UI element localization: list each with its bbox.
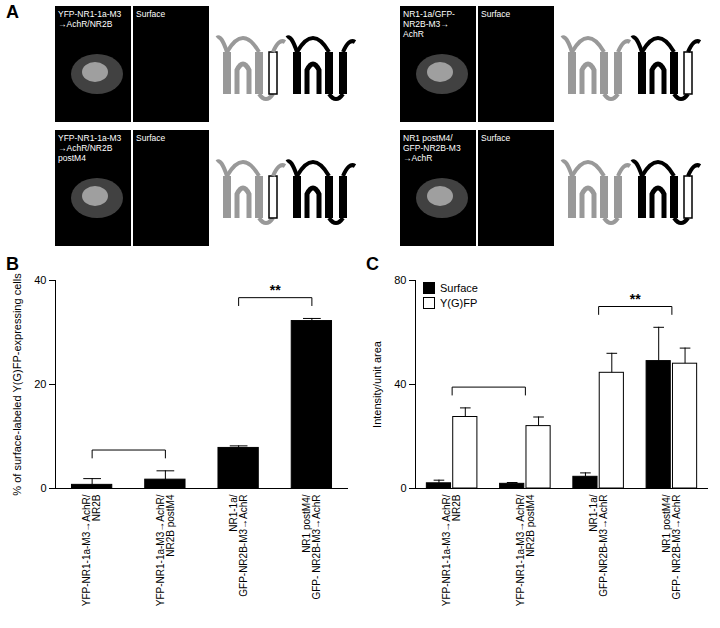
svg-text:Surface: Surface [136, 133, 166, 143]
svg-text:40: 40 [34, 274, 46, 286]
svg-text:80: 80 [394, 274, 406, 286]
html-text:B: B [6, 254, 19, 274]
html-text:A: A [6, 2, 19, 22]
svg-text:YFP-NR1-1a-M3→AchR/NR2B: YFP-NR1-1a-M3→AchR/NR2B [58, 9, 122, 29]
svg-text:0: 0 [40, 482, 46, 494]
svg-text:YFP-NR1-1a-M3→AchR/NR2B postM4: YFP-NR1-1a-M3→AchR/NR2B postM4 [515, 494, 536, 606]
svg-text:YFP-NR1-1a-M3→AchR/NR2B: YFP-NR1-1a-M3→AchR/NR2B [441, 494, 462, 606]
svg-text:40: 40 [394, 378, 406, 390]
svg-text:**: ** [630, 291, 641, 307]
svg-text:Surface: Surface [481, 9, 511, 19]
svg-text:Surface: Surface [481, 133, 511, 143]
html-text:C: C [366, 254, 379, 274]
svg-text:YFP-NR1-1a-M3→AchR/NR2B: YFP-NR1-1a-M3→AchR/NR2B [81, 494, 102, 606]
html-text:Surface: Surface [440, 282, 478, 294]
svg-text:YFP-NR1-1a-M3→AchR/NR2BpostM4: YFP-NR1-1a-M3→AchR/NR2BpostM4 [58, 133, 122, 163]
svg-text:**: ** [270, 282, 281, 298]
svg-text:Surface: Surface [136, 9, 166, 19]
svg-text:YFP-NR1-1a-M3→AchR/NR2B postM4: YFP-NR1-1a-M3→AchR/NR2B postM4 [155, 494, 176, 606]
svg-text:20: 20 [34, 378, 46, 390]
svg-text:NR1-1a/GFP-NR2B-M3→AchR: NR1-1a/GFP-NR2B-M3→AchR [588, 494, 609, 596]
svg-text:NR1 postM4/GFP- NR2B-M3→AchR: NR1 postM4/GFP- NR2B-M3→AchR [301, 494, 322, 599]
svg-text:0: 0 [400, 482, 406, 494]
svg-text:NR1 postM4/GFP- NR2B-M3→AchR: NR1 postM4/GFP- NR2B-M3→AchR [661, 494, 682, 599]
svg-text:% of surface-labeled Y(G)FP-ex: % of surface-labeled Y(G)FP-expressing c… [11, 273, 23, 496]
svg-text:Intensity/unit area: Intensity/unit area [371, 340, 383, 428]
svg-text:NR1-1a/GFP-NR2B-M3→AchR: NR1-1a/GFP-NR2B-M3→AchR [228, 494, 249, 596]
html-text:Y(G)FP: Y(G)FP [440, 297, 478, 309]
svg-text:NR1 postM4/GFP-NR2B-M3→AchR: NR1 postM4/GFP-NR2B-M3→AchR [403, 133, 461, 163]
svg-text:NR1-1a/GFP-NR2B-M3→AchR: NR1-1a/GFP-NR2B-M3→AchR [403, 9, 455, 39]
